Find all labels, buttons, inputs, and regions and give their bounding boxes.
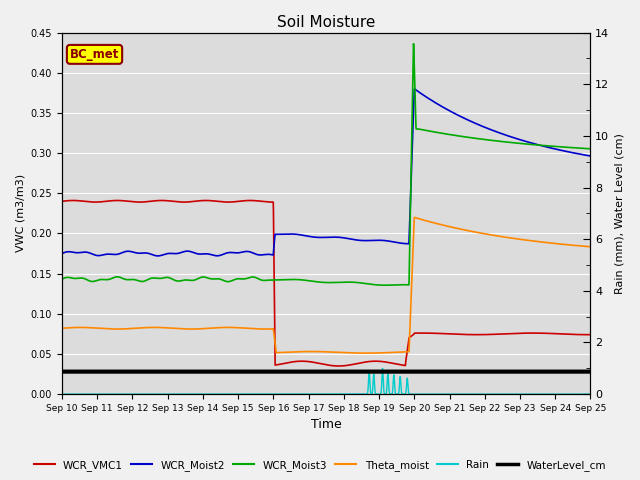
Y-axis label: Rain (mm), Water Level (cm): Rain (mm), Water Level (cm): [615, 133, 625, 294]
Legend: WCR_VMC1, WCR_Moist2, WCR_Moist3, Theta_moist, Rain, WaterLevel_cm: WCR_VMC1, WCR_Moist2, WCR_Moist3, Theta_…: [29, 456, 611, 475]
X-axis label: Time: Time: [311, 419, 342, 432]
Title: Soil Moisture: Soil Moisture: [277, 15, 376, 30]
Text: BC_met: BC_met: [70, 48, 119, 61]
Y-axis label: VWC (m3/m3): VWC (m3/m3): [15, 174, 25, 252]
